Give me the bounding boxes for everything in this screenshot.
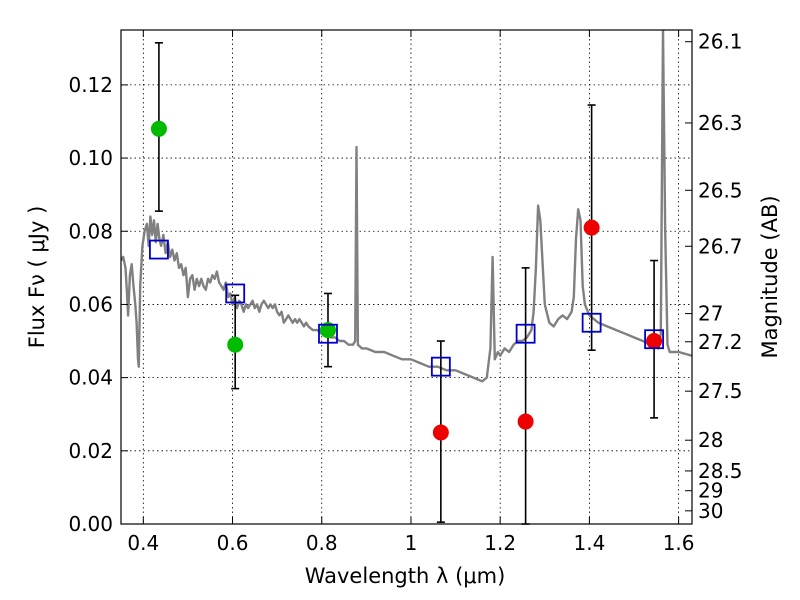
x-tick-label: 1.2 xyxy=(484,531,516,555)
model-point xyxy=(581,312,602,333)
y-tick-label: 0.00 xyxy=(68,512,113,536)
data-point xyxy=(227,336,244,353)
model-spectrum-layer xyxy=(121,30,692,383)
mag-tick-label: 30 xyxy=(698,499,723,523)
y-tick-label: 0.02 xyxy=(68,439,113,463)
y2-axis-label: Magnitude (AB) xyxy=(758,195,782,358)
model-point xyxy=(318,323,338,344)
y-tick-label: 0.06 xyxy=(68,292,113,316)
mag-tick-label: 28.5 xyxy=(698,459,743,483)
mag-tick-label: 26.3 xyxy=(698,111,743,135)
model-spectrum-line xyxy=(121,30,692,383)
data-point xyxy=(319,322,336,339)
mag-tick-label: 27.5 xyxy=(698,379,743,403)
axes: 0.4 0.6 0.8 1 1.2 1.4 1.6 0.00 0.02 0.04 0.06 0.08 0… xyxy=(68,30,742,555)
mag-tick-label: 26.1 xyxy=(698,30,743,54)
x-tick-label: 0.4 xyxy=(127,531,159,555)
data-point xyxy=(646,333,663,350)
model-point xyxy=(644,329,664,350)
plot-frame xyxy=(120,29,693,525)
y-tick-label: 0.12 xyxy=(68,73,113,97)
x-tick-label: 1 xyxy=(405,531,418,555)
grid xyxy=(121,30,692,525)
mag-tick-label: 27 xyxy=(698,302,723,326)
model-point xyxy=(225,283,246,304)
x-tick-label: 1.6 xyxy=(663,531,695,555)
data-point xyxy=(517,413,534,430)
mag-tick-label: 29 xyxy=(698,479,723,503)
y-tick-label: 0.04 xyxy=(68,366,113,390)
data-point xyxy=(432,424,449,441)
mag-tick-label: 26.5 xyxy=(698,178,743,202)
x-axis-label: Wavelength λ (μm) xyxy=(305,564,506,588)
y-axis-label: Flux Fν ( μJy ) xyxy=(25,206,49,349)
model-point xyxy=(515,323,536,344)
x-tick-label: 0.6 xyxy=(217,531,249,555)
data-point xyxy=(583,219,600,236)
model-point xyxy=(430,356,451,377)
model-point xyxy=(149,239,169,260)
mag-tick-label: 27.2 xyxy=(698,330,743,354)
mag-tick-label: 26.7 xyxy=(698,234,743,258)
y-tick-label: 0.10 xyxy=(68,146,113,170)
y-tick-label: 0.08 xyxy=(68,219,113,243)
x-tick-label: 1.4 xyxy=(573,531,605,555)
photometry-markers xyxy=(149,120,664,441)
data-point xyxy=(150,120,167,137)
mag-tick-label: 28 xyxy=(698,428,723,452)
x-tick-label: 0.8 xyxy=(306,531,338,555)
